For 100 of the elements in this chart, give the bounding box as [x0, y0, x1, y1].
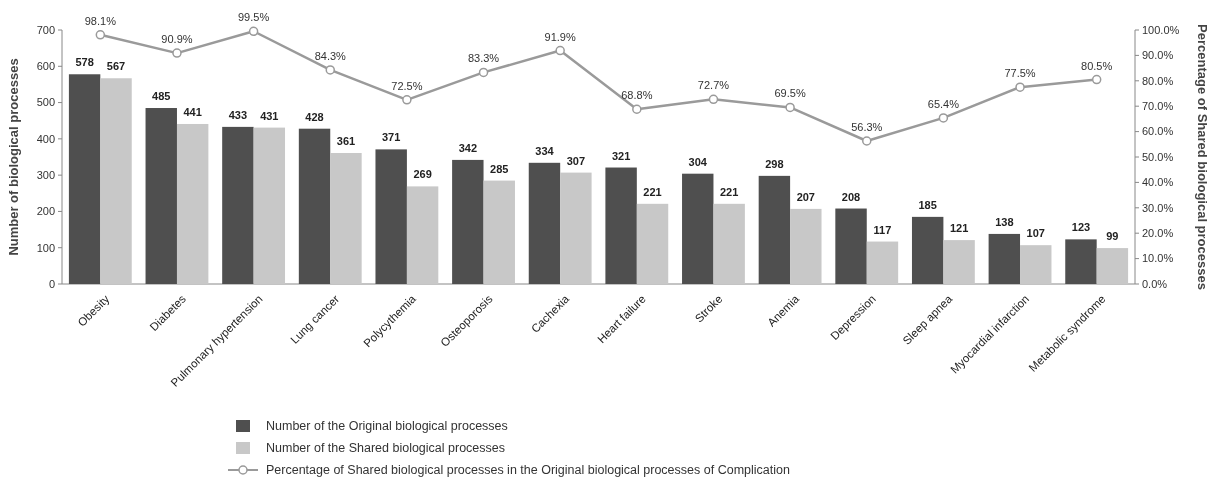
- data-label: 441: [183, 105, 202, 118]
- y2-tick-label: 80.0%: [1142, 74, 1174, 87]
- bar: [222, 126, 254, 284]
- y2-tick-label: 10.0%: [1142, 252, 1174, 265]
- bar: [682, 173, 714, 284]
- data-label: 207: [796, 190, 815, 203]
- data-label: 68.8%: [621, 89, 653, 102]
- data-label: 298: [765, 157, 784, 170]
- legend-label: Number of the Original biological processes: [266, 419, 508, 434]
- data-label: 69.5%: [774, 87, 806, 100]
- bar: [406, 186, 439, 284]
- point: [1091, 74, 1102, 85]
- y2-tick-label: 40.0%: [1142, 176, 1174, 189]
- bar: [528, 162, 561, 284]
- data-label: 334: [535, 144, 555, 157]
- data-label: 185: [918, 198, 937, 211]
- bar: [483, 180, 515, 284]
- data-label: 138: [995, 215, 1014, 228]
- y2-tick-label: 70.0%: [1142, 100, 1174, 113]
- point: [402, 95, 412, 105]
- data-label: 65.4%: [927, 97, 960, 110]
- y2-tick-label: 30.0%: [1142, 201, 1174, 214]
- y2-tick-label: 50.0%: [1142, 150, 1174, 163]
- point: [248, 26, 259, 37]
- point: [325, 65, 335, 75]
- data-label: 307: [566, 154, 586, 167]
- data-label: 361: [336, 135, 356, 148]
- y-tick-label: 500: [36, 96, 55, 109]
- y-tick-label: 300: [36, 168, 55, 181]
- data-label: 83.3%: [467, 52, 500, 65]
- point: [632, 104, 642, 114]
- bar: [68, 74, 101, 284]
- point: [1015, 82, 1025, 92]
- data-label: 431: [260, 109, 279, 122]
- bar: [1020, 245, 1052, 284]
- data-label: 80.5%: [1081, 59, 1113, 72]
- bar: [988, 233, 1021, 284]
- y-tick-label: 0: [48, 277, 55, 290]
- point: [862, 136, 872, 146]
- data-label: 99.5%: [238, 11, 270, 24]
- bar: [943, 240, 975, 284]
- bar: [911, 216, 944, 284]
- y-tick-label: 100: [36, 241, 55, 254]
- y-axis-title: Number of biological processes: [6, 58, 21, 256]
- data-label: 72.7%: [697, 79, 730, 92]
- data-label: 117: [873, 223, 892, 236]
- data-label: 107: [1026, 227, 1045, 240]
- legend-label: Percentage of Shared biological processes in the Original biological processes of Complication: [266, 463, 790, 478]
- data-label: 304: [688, 155, 708, 168]
- y2-tick-label: 0.0%: [1142, 277, 1168, 290]
- point: [95, 30, 106, 40]
- y2-axis-title: Percentage of Shared biological processes: [1195, 24, 1210, 290]
- y-tick-label: 400: [36, 132, 55, 145]
- bar: [560, 172, 592, 284]
- data-label: 371: [382, 131, 401, 144]
- y2-tick-label: 100.0%: [1142, 23, 1180, 36]
- y-tick-label: 700: [36, 23, 55, 36]
- bar: [145, 108, 177, 284]
- bar: [1065, 239, 1097, 284]
- point: [172, 48, 182, 58]
- bar: [866, 241, 899, 284]
- data-label: 99: [1106, 230, 1119, 243]
- bar: [253, 127, 286, 284]
- data-label: 567: [106, 60, 126, 73]
- data-label: 221: [720, 185, 739, 198]
- bar: [100, 78, 132, 284]
- data-label: 121: [949, 222, 969, 235]
- y2-tick-label: 20.0%: [1142, 227, 1174, 240]
- data-label: 221: [643, 185, 662, 198]
- y2-tick-label: 60.0%: [1142, 125, 1174, 138]
- bar: [713, 203, 745, 284]
- data-label: 342: [458, 141, 477, 154]
- y2-tick-label: 90.0%: [1142, 49, 1174, 62]
- data-label: 98.1%: [84, 14, 117, 27]
- bar: [1096, 248, 1129, 284]
- bar: [375, 149, 407, 284]
- data-label: 56.3%: [851, 121, 883, 133]
- data-label: 77.5%: [1004, 67, 1036, 80]
- data-label: 90.9%: [161, 33, 193, 46]
- data-label: 485: [152, 90, 171, 103]
- point: [555, 45, 565, 56]
- data-label: 428: [305, 110, 324, 123]
- bar: [298, 128, 331, 284]
- bar: [835, 208, 867, 284]
- y-tick-label: 600: [36, 60, 55, 73]
- data-label: 91.9%: [544, 30, 576, 43]
- data-label: 269: [413, 168, 432, 181]
- bar: [758, 175, 791, 284]
- point: [785, 102, 795, 113]
- data-label: 578: [75, 56, 94, 69]
- data-label: 285: [490, 162, 509, 175]
- bar: [452, 159, 484, 284]
- y-tick-label: 200: [36, 205, 55, 218]
- data-label: 433: [228, 108, 248, 121]
- point: [478, 67, 489, 78]
- bar: [790, 208, 822, 284]
- bar: [605, 167, 637, 284]
- data-label: 321: [611, 149, 631, 162]
- point: [708, 94, 719, 105]
- bar: [176, 123, 209, 284]
